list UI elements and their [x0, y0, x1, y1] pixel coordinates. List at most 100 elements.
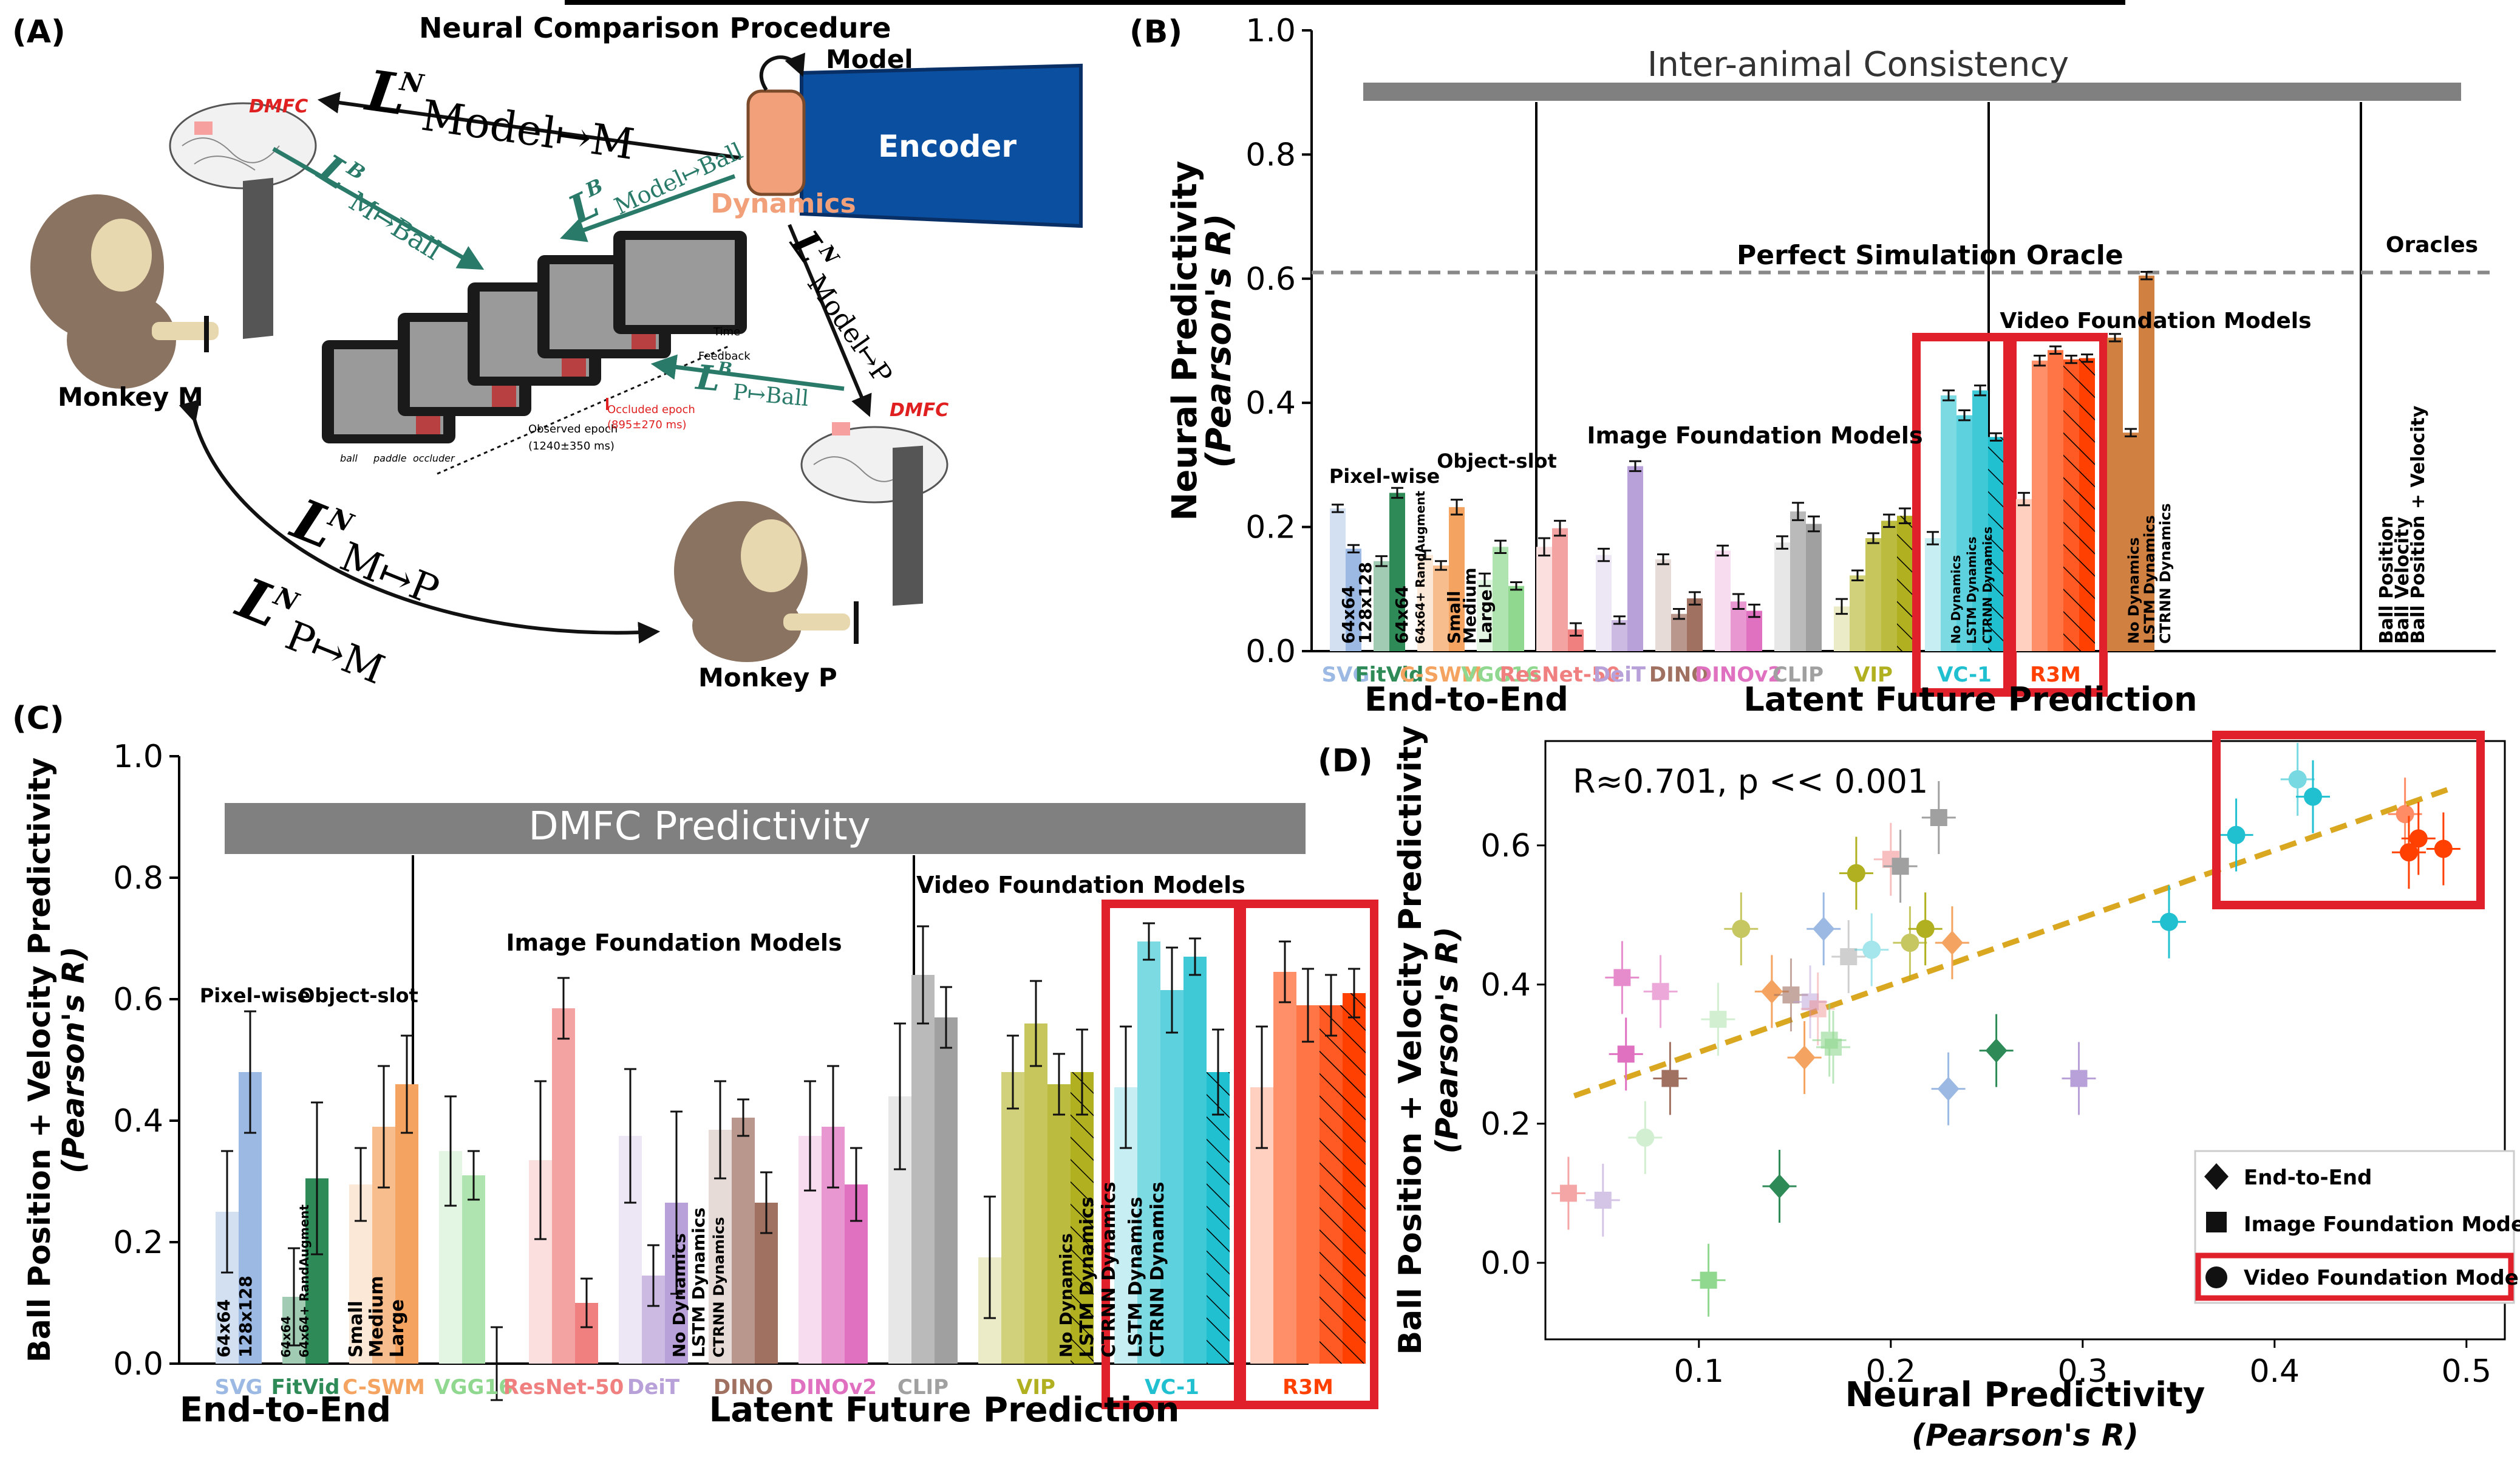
occluder-tag: occluder [413, 453, 455, 464]
y-axis-label-2: (Pearson's R) [56, 946, 91, 1174]
bar-resnet-50-0 [1536, 547, 1552, 651]
section-oracles: Oracles [2386, 233, 2478, 258]
bar-c-swm-0 [1417, 555, 1433, 651]
bar-label-lstm-dino: LSTM Dynamics [689, 1208, 709, 1358]
bar-vc-1-1 [1941, 395, 1956, 651]
section-object-slot: Object-slot [1437, 449, 1557, 473]
bar-vip-1 [1850, 575, 1865, 651]
scatter-point-18 [1816, 1010, 1850, 1084]
monkey-m-illustration [30, 177, 273, 389]
svg-text:B: B [717, 358, 733, 379]
bar-label-lstm-vc1-2: LSTM Dynamics [1125, 1197, 1146, 1358]
dynamics-block: Dynamics [710, 52, 856, 219]
legend-image-fm: Image Foundation Models [2244, 1212, 2520, 1237]
timeline-time: Time [713, 326, 740, 338]
bar-clip-2 [935, 1017, 958, 1364]
bar-label-large: Large [1476, 589, 1496, 644]
category-label-resnet-50: ResNet-50 [1500, 663, 1621, 687]
panel-c-title-band [225, 803, 1306, 854]
bar-oracles-1 [2123, 432, 2139, 651]
bar-deit-0 [1596, 555, 1612, 651]
highlight-box-r3m [2003, 333, 2108, 697]
category-label-vip: VIP [1854, 663, 1893, 687]
y-tick-label: 0.8 [1245, 137, 1296, 173]
bar-label-lstm-vc1: LSTM Dynamics [1077, 1197, 1098, 1358]
bar-label-medium: Medium [1460, 567, 1480, 644]
arrow-model-m [317, 92, 741, 160]
x-tick-label: 0.4 [2249, 1353, 2300, 1390]
scatter-point-6 [1653, 1042, 1687, 1115]
highlight-box-vc-1 [1912, 333, 2017, 697]
bar-label-fitvid-64: 64x64 [279, 1316, 293, 1358]
reference-label: Perfect Simulation Oracle [1737, 240, 2123, 271]
y-tick-label: 0.6 [1245, 261, 1296, 298]
bar-label-ctrnn-clip: CTRNN Dynamics [1980, 527, 1995, 644]
section-video-fm: Video Foundation Models [916, 872, 1245, 898]
legend-end-to-end: End-to-End [2244, 1166, 2372, 1190]
bar-vc-1-1 [1137, 941, 1160, 1364]
category-label-deit: DeiT [1593, 663, 1646, 687]
bar-svg-1 [1346, 548, 1361, 651]
bar-clip-2 [1806, 524, 1822, 651]
scatter-point-24 [1893, 906, 1927, 980]
y-tick-label: 0.6 [1480, 828, 1531, 864]
scatter-point-8 [1701, 983, 1735, 1056]
bar-hatch [2079, 358, 2095, 651]
bar-deit-1 [1612, 620, 1627, 651]
dynamics-label: Dynamics [710, 188, 856, 219]
arrow-model-ball [560, 174, 736, 242]
scatter-point-36 [2392, 816, 2426, 889]
scatter-frame [1544, 740, 2506, 1341]
legend-marker-square [2206, 1212, 2227, 1232]
bar-clip-1 [911, 975, 935, 1364]
section-image-fm: Image Foundation Models [1587, 422, 1922, 449]
scatter-point-9 [1724, 892, 1759, 966]
monkey-p-illustration [674, 445, 923, 662]
panel-a-title: Neural Comparison Procedure [419, 12, 891, 44]
bar-r3m-0 [2016, 499, 2032, 651]
timeline-occluded-range: (895±270 ms) [607, 419, 686, 431]
x-tick-label: 0.2 [1865, 1353, 1916, 1390]
scatter-point-11 [1762, 1150, 1797, 1223]
monkey-m-label: Monkey M [58, 382, 203, 412]
y-tick-label: 0.2 [113, 1225, 163, 1261]
scatter-point-4 [1628, 1101, 1663, 1174]
y-axis-label-2: (Pearson's R) [1199, 214, 1239, 468]
bar-label-no-dynamics-clip: No Dynamics [1949, 555, 1963, 644]
scatter-point-2 [1605, 941, 1640, 1014]
y-tick-label: 0.2 [1480, 1106, 1531, 1143]
category-label-vc-1: VC-1 [1937, 663, 1992, 687]
x-tick-label: 0.5 [2441, 1353, 2491, 1390]
scatter-point-1 [1585, 1163, 1620, 1237]
y-tick-label: 0.0 [1245, 634, 1296, 670]
scatter-point-32 [2219, 798, 2253, 872]
category-label-vgg16: VGG16 [1461, 663, 1539, 687]
arrow-p-ball [650, 354, 845, 391]
bar-label-no-dynamics-dino: No Dynamics [669, 1233, 689, 1358]
bar-dino-0 [1655, 559, 1671, 651]
bar-vc-1-3 [1183, 957, 1207, 1364]
panel-b-title-band [1363, 83, 2461, 101]
brain-p: DMFC [800, 400, 948, 504]
y-tick-label: 0.6 [113, 982, 163, 1018]
scatter-point-13 [1787, 1021, 1822, 1095]
y-tick-label: 1.0 [113, 739, 163, 775]
bar-label-no-dynamics-vc1: No Dynamics [1056, 1233, 1076, 1358]
bar-hatch [1988, 437, 2004, 651]
bar-hatch [2063, 359, 2079, 651]
svg-text:N: N [397, 66, 426, 99]
panel-d-label: (D) [1318, 743, 1373, 779]
svg-text:M↦Ball: M↦Ball [344, 186, 447, 267]
panel-d-annotation: R≈0.701, p << 0.001 [1573, 762, 1928, 801]
bar-label-ball-position: Ball Position [2376, 516, 2397, 644]
bar-label-64x64: 64x64 [214, 1299, 234, 1358]
bar-label-ctrnn-vc1: CTRNN Dynamics [2157, 503, 2174, 644]
bar-vgg16-0 [1477, 579, 1493, 651]
category-label-deit: DeiT [627, 1375, 680, 1399]
category-label-svg: SVG [215, 1375, 263, 1399]
dmfc-label-m: DMFC [249, 96, 308, 117]
category-label-fitvid: FitVid [1355, 663, 1424, 687]
legend-highlight [2195, 1252, 2514, 1301]
bar-resnet-50-1 [552, 1008, 575, 1364]
scatter-point-7 [1691, 1243, 1726, 1317]
